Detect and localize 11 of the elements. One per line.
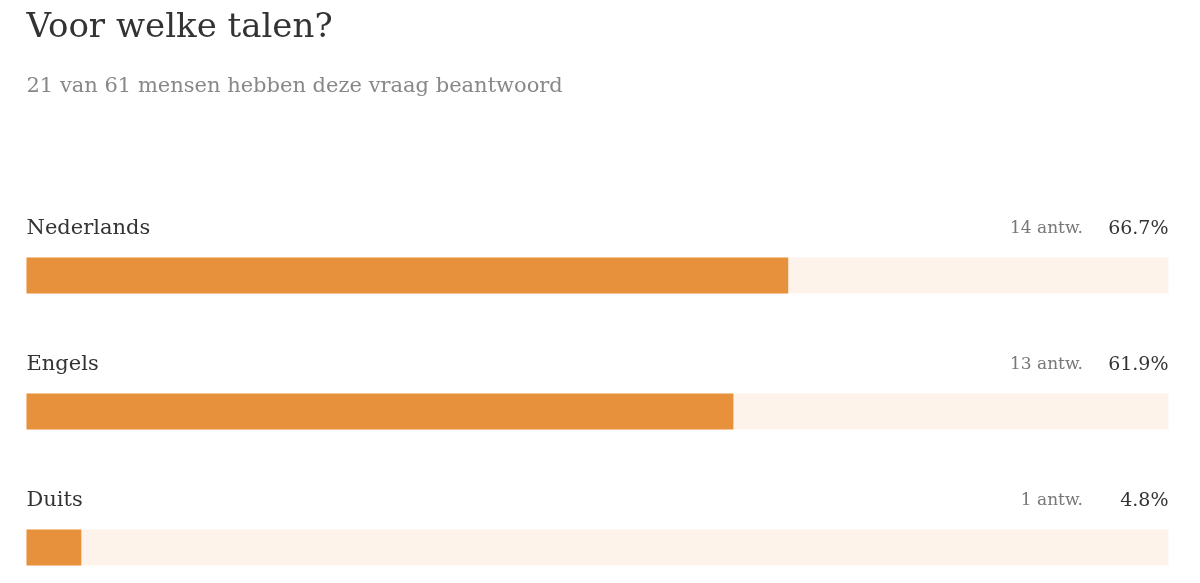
annotation: 14 antw. (1009, 216, 1083, 237)
data-label: 4.8% (1120, 487, 1169, 510)
chart-title: Voor welke talen? (25, 5, 333, 46)
data-label: 61.9% (1108, 351, 1169, 374)
y-tick-label: Engels (26, 350, 99, 375)
annotation: 13 antw. (1009, 352, 1083, 373)
data-label: 66.7% (1108, 215, 1169, 238)
annotation: 1 antw. (1020, 488, 1083, 509)
y-tick-label: Nederlands (26, 214, 151, 239)
y-tick-label: Duits (26, 486, 83, 511)
chart-subtitle: 21 van 61 mensen hebben deze vraag beantwoord (26, 73, 563, 98)
